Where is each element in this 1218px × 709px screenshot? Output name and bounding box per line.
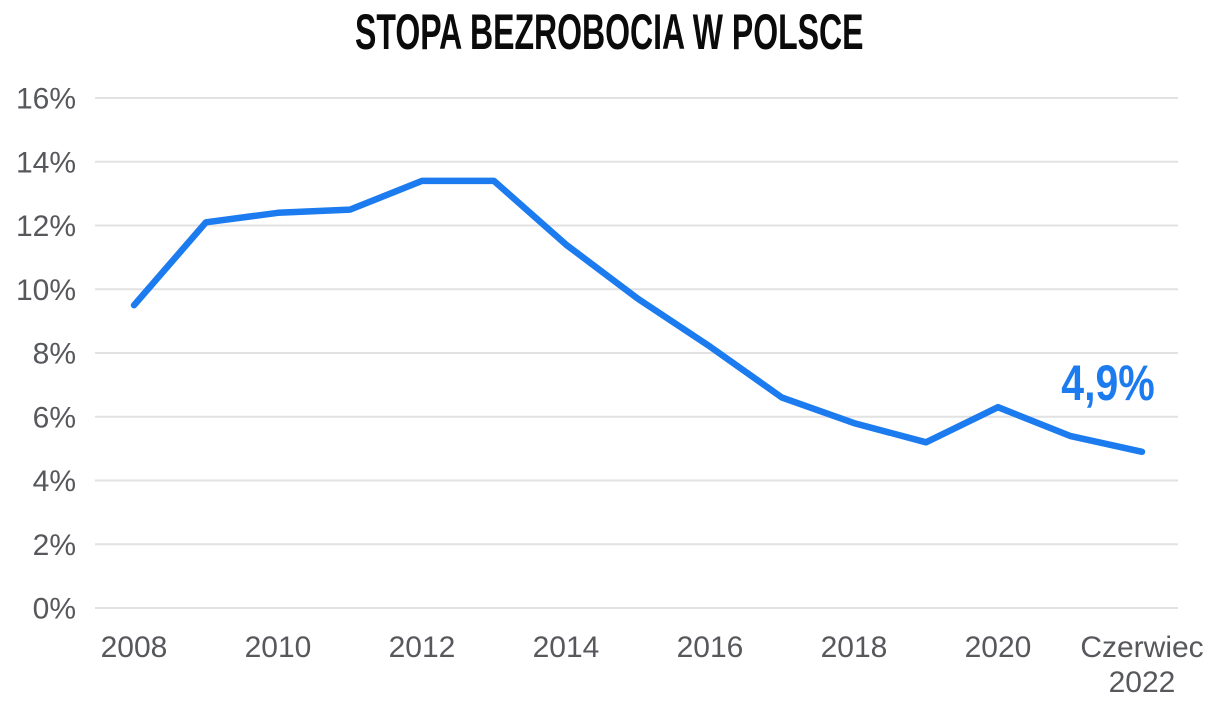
y-tick-label: 8% xyxy=(33,338,76,371)
x-tick-label: 2014 xyxy=(533,631,600,664)
x-tick-label: 2012 xyxy=(389,631,456,664)
x-tick-label: Czerwiec xyxy=(1080,631,1203,664)
x-tick-label: 2018 xyxy=(821,631,888,664)
x-tick-label-line2: 2022 xyxy=(1109,666,1176,699)
y-tick-label: 12% xyxy=(16,210,76,243)
y-tick-label: 6% xyxy=(33,401,76,434)
y-tick-label: 16% xyxy=(16,83,76,116)
last-value-text: 4,9% xyxy=(1061,355,1155,411)
y-tick-label: 2% xyxy=(33,529,76,562)
chart-title: STOPA BEZROBOCIA W POLSCE xyxy=(0,6,1218,58)
data-line xyxy=(130,177,1146,456)
y-tick-label: 14% xyxy=(16,146,76,179)
y-tick-label: 4% xyxy=(33,465,76,498)
last-value-label: 4,9% xyxy=(1051,358,1165,408)
x-tick-label: 2016 xyxy=(677,631,744,664)
x-tick-label: 2010 xyxy=(245,631,312,664)
x-tick-label: 2008 xyxy=(101,631,168,664)
x-tick-label: 2020 xyxy=(965,631,1032,664)
y-tick-label: 10% xyxy=(16,274,76,307)
chart-title-text: STOPA BEZROBOCIA W POLSCE xyxy=(354,4,864,60)
y-tick-label: 0% xyxy=(33,593,76,626)
